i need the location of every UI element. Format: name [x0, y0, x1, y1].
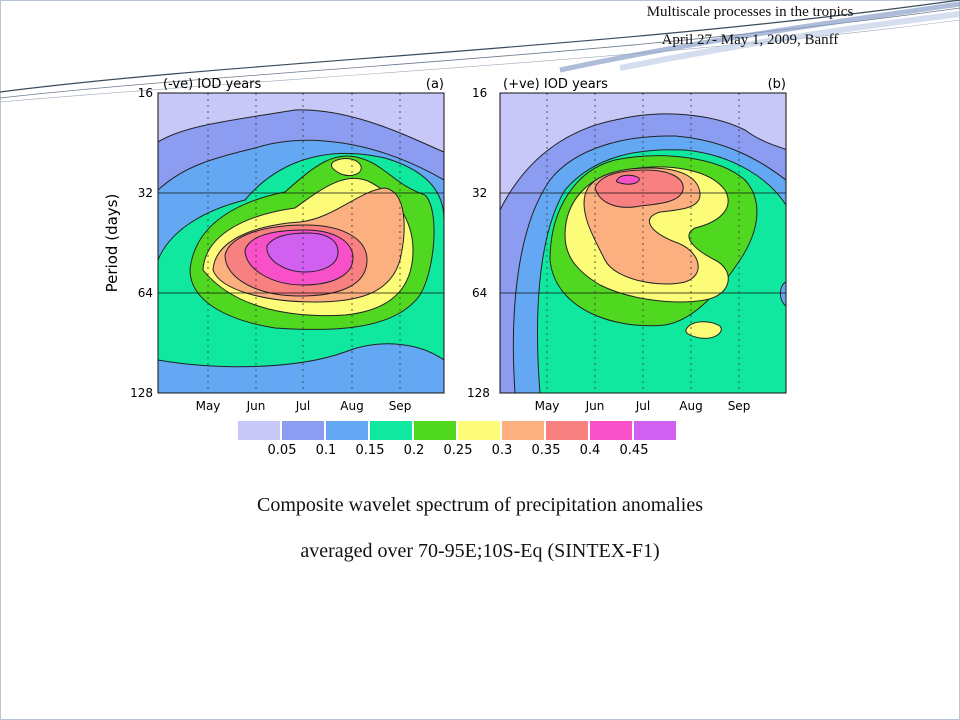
panel-a-ytick-128: 128	[130, 386, 153, 400]
colorbar-label-8: 0.4	[580, 443, 601, 458]
colorbar-swatch-10	[634, 421, 676, 440]
panel-b-xtick-jul: Jul	[635, 399, 650, 413]
colorbar-label-3: 0.15	[356, 443, 385, 458]
panel-b-xtick-aug: Aug	[679, 399, 702, 413]
colorbar-swatch-8	[546, 421, 588, 440]
panel-a-xtick-sep: Sep	[389, 399, 412, 413]
colorbar-label-6: 0.3	[492, 443, 513, 458]
panel-a-xtick-jul: Jul	[295, 399, 310, 413]
colorbar-swatch-9	[590, 421, 632, 440]
panel-a-ytick-64: 64	[138, 286, 153, 300]
colorbar-label-2: 0.1	[316, 443, 337, 458]
panel-a-ytick-16: 16	[138, 86, 153, 100]
colorbar-label-1: 0.05	[268, 443, 297, 458]
panel-a-xtick-jun: Jun	[246, 399, 266, 413]
panel-a-title: (-ve) IOD years	[163, 77, 262, 92]
colorbar-swatch-4	[370, 421, 412, 440]
caption-line-2: averaged over 70-95E;10S-Eq (SINTEX-F1)	[300, 540, 660, 562]
panel-a-xtick-aug: Aug	[340, 399, 363, 413]
panel-b: (+ve) IOD years (b) 16 32 64 128 May Jun…	[467, 77, 787, 413]
colorbar-swatch-1	[238, 421, 280, 440]
caption-line-1: Composite wavelet spectrum of precipitat…	[257, 494, 703, 516]
colorbar-swatch-2	[282, 421, 324, 440]
panel-a: (-ve) IOD years (a) 16 32 64 128 May Jun…	[103, 77, 445, 413]
conference-dates: April 27- May 1, 2009, Banff	[661, 32, 839, 48]
panel-b-xtick-sep: Sep	[728, 399, 751, 413]
y-axis-label: Period (days)	[103, 194, 121, 293]
panel-b-title: (+ve) IOD years	[503, 77, 608, 92]
panel-b-ytick-16: 16	[472, 86, 487, 100]
colorbar-label-9: 0.45	[620, 443, 649, 458]
panel-a-xtick-may: May	[196, 399, 221, 413]
panel-b-ytick-128: 128	[467, 386, 490, 400]
colorbar-label-5: 0.25	[444, 443, 473, 458]
colorbar-swatch-3	[326, 421, 368, 440]
panel-b-xtick-may: May	[535, 399, 560, 413]
wavelet-figure: (-ve) IOD years (a) 16 32 64 128 May Jun…	[103, 77, 787, 458]
colorbar: 0.05 0.1 0.15 0.2 0.25 0.3 0.35 0.4 0.45	[238, 421, 676, 458]
conference-title: Multiscale processes in the tropics	[646, 4, 854, 20]
header-decoration	[0, 0, 960, 103]
panel-b-ytick-32: 32	[472, 186, 487, 200]
colorbar-swatch-5	[414, 421, 456, 440]
panel-b-label: (b)	[768, 77, 786, 92]
panel-b-xtick-jun: Jun	[585, 399, 605, 413]
colorbar-swatch-6	[458, 421, 500, 440]
panel-a-label: (a)	[426, 77, 444, 92]
panel-b-ytick-64: 64	[472, 286, 487, 300]
colorbar-label-7: 0.35	[532, 443, 561, 458]
panel-a-ytick-32: 32	[138, 186, 153, 200]
colorbar-swatch-7	[502, 421, 544, 440]
colorbar-label-4: 0.2	[404, 443, 425, 458]
